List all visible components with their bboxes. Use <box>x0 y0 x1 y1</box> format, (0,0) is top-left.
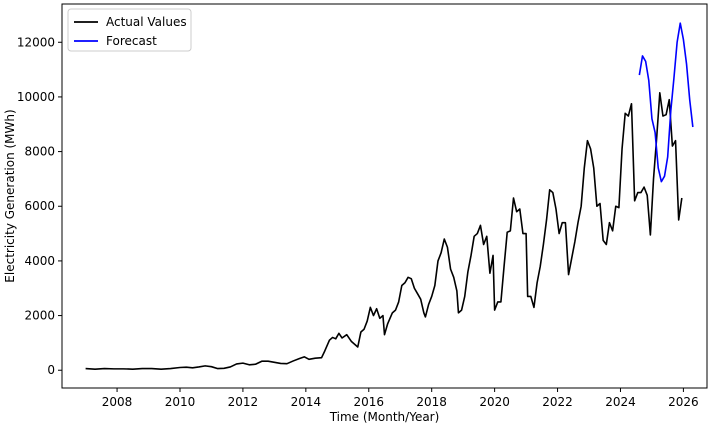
x-tick-label: 2026 <box>668 395 699 409</box>
y-tick-label: 10000 <box>17 90 55 104</box>
series-line-actual-values <box>85 92 683 370</box>
y-tick-label: 6000 <box>24 199 55 213</box>
x-tick-label: 2014 <box>291 395 322 409</box>
legend: Actual Values Forecast <box>67 8 192 52</box>
y-axis: 0 2000 4000 6000 8000 10000 12000 <box>17 35 62 377</box>
y-tick-label: 4000 <box>24 254 55 268</box>
x-tick-label: 2024 <box>605 395 636 409</box>
plot-frame <box>61 3 708 389</box>
y-tick-label: 0 <box>47 363 55 377</box>
y-tick-label: 2000 <box>24 309 55 323</box>
x-tick-label: 2020 <box>479 395 510 409</box>
plot-area <box>61 3 708 389</box>
x-tick-label: 2022 <box>542 395 573 409</box>
x-tick-label: 2018 <box>416 395 447 409</box>
x-tick-label: 2016 <box>353 395 384 409</box>
y-tick-label: 12000 <box>17 35 55 49</box>
x-tick-label: 2012 <box>228 395 259 409</box>
legend-label: Forecast <box>106 34 157 48</box>
x-tick-label: 2008 <box>102 395 133 409</box>
x-axis: 2008 2010 2012 2014 2016 2018 2020 2022 2024 2026 <box>102 388 699 409</box>
series-line-forecast <box>638 22 694 183</box>
legend-label: Actual Values <box>106 15 187 29</box>
x-axis-label: Time (Month/Year) <box>329 410 440 424</box>
legend-box <box>67 8 192 52</box>
y-tick-label: 8000 <box>24 145 55 159</box>
x-tick-label: 2010 <box>165 395 196 409</box>
y-axis-label: Electricity Generation (MWh) <box>3 109 17 282</box>
